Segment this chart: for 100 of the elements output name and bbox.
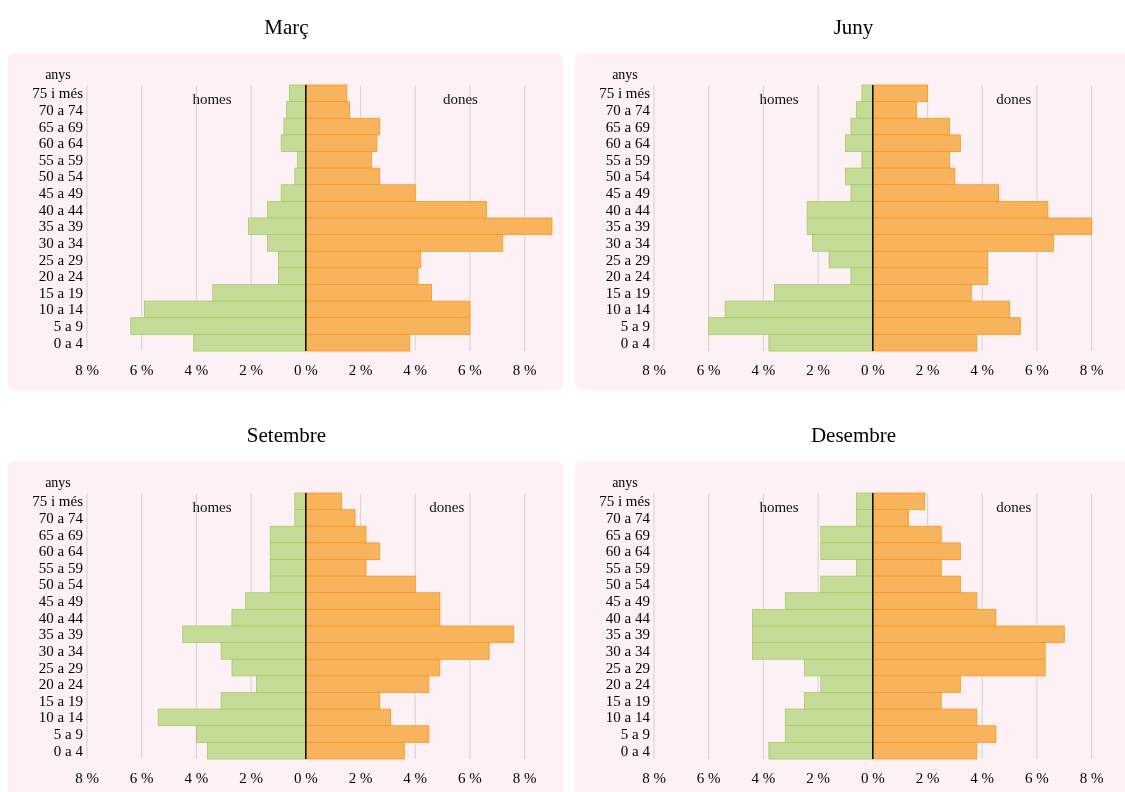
y-tick-label: 40 a 44 <box>38 609 84 626</box>
x-tick-label: 2 % <box>806 362 830 378</box>
y-tick-label: 10 a 14 <box>38 301 84 318</box>
y-tick-label: 25 a 29 <box>38 659 83 676</box>
x-tick-label: 6 % <box>696 770 721 786</box>
y-tick-label: 25 a 29 <box>605 659 650 676</box>
y-tick-label: 5 a 9 <box>620 318 650 335</box>
chart-title: Març <box>264 15 309 39</box>
y-tick-label: 20 a 24 <box>38 676 84 693</box>
y-axis-title: anys <box>612 67 638 82</box>
x-tick-label: 8 % <box>75 770 99 786</box>
text: dones <box>442 91 479 107</box>
y-tick-label: 45 a 49 <box>38 185 83 202</box>
y-tick-label: 0 a 4 <box>620 334 651 351</box>
y-tick-label: 30 a 34 <box>605 642 651 659</box>
y-tick-label: 60 a 64 <box>605 135 651 152</box>
y-tick-label: 75 i més <box>599 493 651 510</box>
y-tick-label: 65 a 69 <box>605 526 650 543</box>
x-tick-label: 6 % <box>1025 770 1049 786</box>
x-tick-label: 4 % <box>970 362 995 378</box>
y-tick-label: 10 a 14 <box>605 301 651 318</box>
y-tick-label: 60 a 64 <box>38 543 84 560</box>
y-tick-label: 30 a 34 <box>605 234 651 251</box>
x-tick-label: 6 % <box>458 770 482 786</box>
y-tick-label: 50 a 54 <box>605 168 651 185</box>
x-tick-label: 2 % <box>806 770 830 786</box>
x-tick-label: 0 % <box>860 362 885 378</box>
x-tick-label: 6 % <box>696 362 721 378</box>
x-tick-label: 6 % <box>458 362 482 378</box>
y-axis-title: anys <box>45 475 71 490</box>
x-tick-label: 8 % <box>1079 362 1104 378</box>
y-tick-label: 55 a 59 <box>605 151 650 168</box>
y-tick-label: 55 a 59 <box>38 559 83 576</box>
x-tick-label: 8 % <box>75 362 99 378</box>
x-tick-label: 2 % <box>915 362 940 378</box>
y-tick-label: 5 a 9 <box>620 726 650 743</box>
x-tick-label: 0 % <box>860 770 885 786</box>
y-tick-label: 60 a 64 <box>38 135 84 152</box>
y-tick-label: 40 a 44 <box>605 201 651 218</box>
y-tick-label: 35 a 39 <box>38 626 83 643</box>
y-tick-label: 75 i més <box>32 493 84 510</box>
y-tick-label: 5 a 9 <box>53 318 83 335</box>
y-tick-label: 15 a 19 <box>605 692 650 709</box>
y-tick-label: 10 a 14 <box>38 709 84 726</box>
x-tick-label: 4 % <box>970 770 995 786</box>
y-tick-label: 65 a 69 <box>605 118 650 135</box>
y-tick-label: 50 a 54 <box>38 576 84 593</box>
y-tick-label: 55 a 59 <box>605 559 650 576</box>
text: dones <box>996 499 1032 515</box>
y-tick-label: 55 a 59 <box>38 151 83 168</box>
chart-title: Juny <box>833 15 874 39</box>
y-tick-label: 75 i més <box>599 85 651 102</box>
y-tick-label: 40 a 44 <box>605 609 651 626</box>
x-tick-label: 6 % <box>129 770 154 786</box>
y-tick-label: 0 a 4 <box>53 742 84 759</box>
x-tick-label: 4 % <box>184 770 209 786</box>
y-tick-label: 30 a 34 <box>38 642 84 659</box>
y-tick-label: 70 a 74 <box>605 509 651 526</box>
y-tick-label: 65 a 69 <box>38 526 83 543</box>
x-tick-label: 2 % <box>348 770 373 786</box>
y-tick-label: 70 a 74 <box>38 101 84 118</box>
y-tick-label: 15 a 19 <box>38 692 83 709</box>
x-tick-label: 6 % <box>1025 362 1049 378</box>
x-tick-label: 8 % <box>512 362 537 378</box>
y-tick-label: 0 a 4 <box>53 334 84 351</box>
y-tick-label: 50 a 54 <box>38 168 84 185</box>
y-tick-label: 40 a 44 <box>38 201 84 218</box>
text: homes <box>192 91 232 107</box>
y-tick-label: 65 a 69 <box>38 118 83 135</box>
y-tick-label: 45 a 49 <box>605 185 650 202</box>
y-tick-label: 60 a 64 <box>605 543 651 560</box>
chart-title: Setembre <box>246 423 327 447</box>
series-label: homes <box>759 499 799 515</box>
x-tick-label: 8 % <box>642 770 666 786</box>
x-tick-label: 2 % <box>348 362 373 378</box>
x-tick-label: 4 % <box>751 770 776 786</box>
x-tick-label: 4 % <box>403 770 428 786</box>
chart-title: Desembre <box>810 423 897 447</box>
y-tick-label: 5 a 9 <box>53 726 83 743</box>
x-tick-label: 8 % <box>512 770 537 786</box>
y-tick-label: 35 a 39 <box>605 218 650 235</box>
y-tick-label: 50 a 54 <box>605 576 651 593</box>
y-tick-label: 20 a 24 <box>38 268 84 285</box>
text: homes <box>192 499 232 515</box>
x-tick-label: 0 % <box>293 362 318 378</box>
y-tick-label: 15 a 19 <box>605 284 650 301</box>
x-tick-label: 2 % <box>239 362 263 378</box>
x-tick-label: 8 % <box>642 362 666 378</box>
y-tick-label: 20 a 24 <box>605 268 651 285</box>
y-tick-label: 15 a 19 <box>38 284 83 301</box>
x-tick-label: 2 % <box>915 770 940 786</box>
x-tick-label: 6 % <box>129 362 154 378</box>
y-axis-title: anys <box>45 67 71 82</box>
y-tick-label: 35 a 39 <box>38 218 83 235</box>
x-tick-label: 4 % <box>751 362 776 378</box>
y-tick-label: 45 a 49 <box>605 593 650 610</box>
x-tick-label: 2 % <box>239 770 263 786</box>
y-tick-label: 25 a 29 <box>38 251 83 268</box>
y-tick-label: 20 a 24 <box>605 676 651 693</box>
y-tick-label: 30 a 34 <box>38 234 84 251</box>
